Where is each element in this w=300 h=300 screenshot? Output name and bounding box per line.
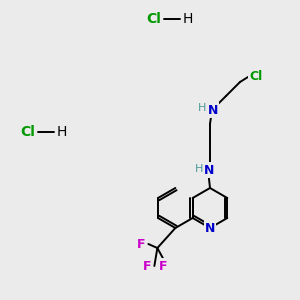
Text: H: H [57,125,67,139]
Text: H: H [183,12,193,26]
Text: N: N [204,164,214,176]
Text: Cl: Cl [147,12,161,26]
Text: Cl: Cl [249,70,262,83]
Text: Cl: Cl [21,125,35,139]
Text: F: F [137,238,146,250]
Text: F: F [159,260,168,272]
Text: H: H [195,164,203,174]
Text: N: N [208,103,218,116]
Text: N: N [205,221,215,235]
Text: H: H [198,103,206,113]
Text: F: F [143,260,152,272]
